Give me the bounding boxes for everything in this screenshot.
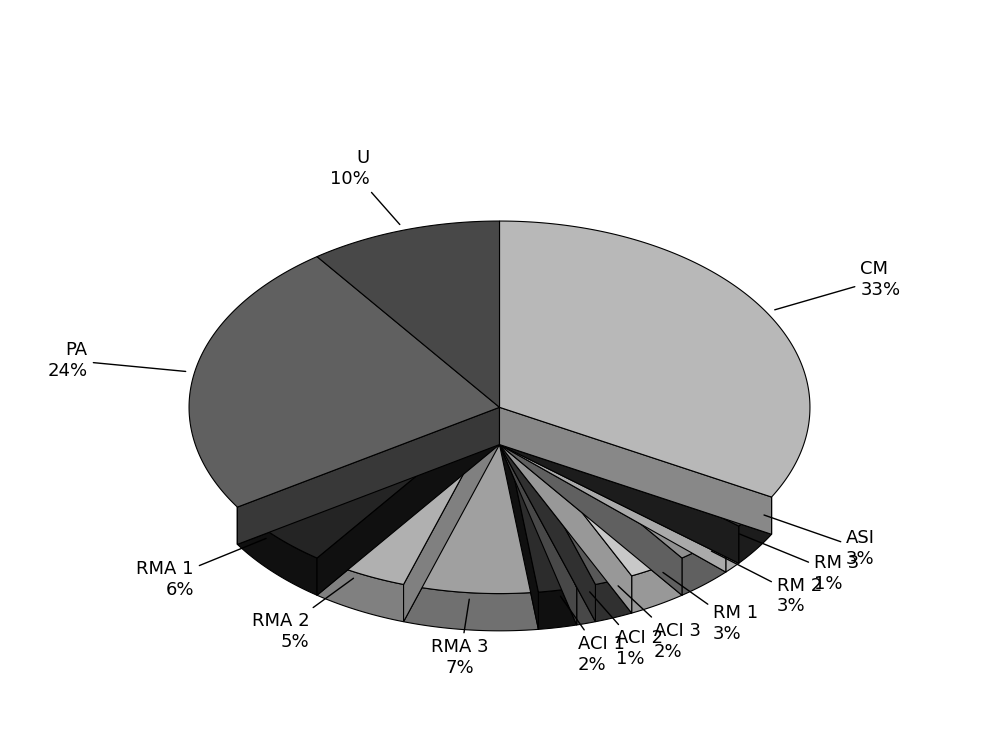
Polygon shape <box>189 256 500 507</box>
Polygon shape <box>500 408 595 622</box>
Polygon shape <box>500 408 726 558</box>
Polygon shape <box>317 408 500 595</box>
Polygon shape <box>631 558 682 613</box>
Polygon shape <box>538 587 576 629</box>
Polygon shape <box>726 526 738 572</box>
Polygon shape <box>317 408 500 595</box>
Polygon shape <box>500 408 726 572</box>
Text: ACI 1
2%: ACI 1 2% <box>560 596 625 674</box>
Polygon shape <box>500 221 810 497</box>
Text: ACI 3
2%: ACI 3 2% <box>618 586 700 660</box>
Text: ACI 2
1%: ACI 2 1% <box>589 592 663 668</box>
Polygon shape <box>404 408 538 593</box>
Polygon shape <box>238 408 500 545</box>
Polygon shape <box>738 497 771 563</box>
Text: CM
33%: CM 33% <box>775 260 900 310</box>
Polygon shape <box>238 507 317 595</box>
Polygon shape <box>317 558 404 622</box>
Polygon shape <box>404 584 538 631</box>
Polygon shape <box>500 408 738 535</box>
Polygon shape <box>238 408 500 558</box>
Text: RM 1
3%: RM 1 3% <box>663 573 758 643</box>
Polygon shape <box>500 408 576 625</box>
Polygon shape <box>500 408 738 563</box>
Polygon shape <box>500 408 576 625</box>
Polygon shape <box>500 408 682 595</box>
Polygon shape <box>595 576 631 622</box>
Polygon shape <box>500 408 576 592</box>
Polygon shape <box>500 408 771 534</box>
Text: RM 3
1%: RM 3 1% <box>739 534 859 593</box>
Polygon shape <box>500 408 682 595</box>
Polygon shape <box>500 408 738 563</box>
Polygon shape <box>500 408 682 576</box>
Polygon shape <box>500 408 538 629</box>
Polygon shape <box>500 408 771 534</box>
Polygon shape <box>500 408 726 572</box>
Text: PA
24%: PA 24% <box>48 340 186 380</box>
Polygon shape <box>500 408 538 629</box>
Text: RM 2
3%: RM 2 3% <box>711 551 822 615</box>
Polygon shape <box>500 408 631 613</box>
Polygon shape <box>317 408 500 584</box>
Text: ASI
3%: ASI 3% <box>764 515 875 568</box>
Polygon shape <box>576 584 595 625</box>
Text: RMA 2
5%: RMA 2 5% <box>252 579 354 651</box>
Polygon shape <box>500 408 771 526</box>
Text: RMA 3
7%: RMA 3 7% <box>432 599 489 677</box>
Polygon shape <box>404 408 500 622</box>
Polygon shape <box>317 221 500 408</box>
Polygon shape <box>500 408 595 622</box>
Polygon shape <box>500 408 595 587</box>
Polygon shape <box>238 408 500 545</box>
Polygon shape <box>500 408 631 613</box>
Polygon shape <box>682 535 726 595</box>
Text: RMA 1
6%: RMA 1 6% <box>137 539 266 599</box>
Text: U
10%: U 10% <box>331 149 400 225</box>
Polygon shape <box>500 408 631 584</box>
Polygon shape <box>404 408 500 622</box>
